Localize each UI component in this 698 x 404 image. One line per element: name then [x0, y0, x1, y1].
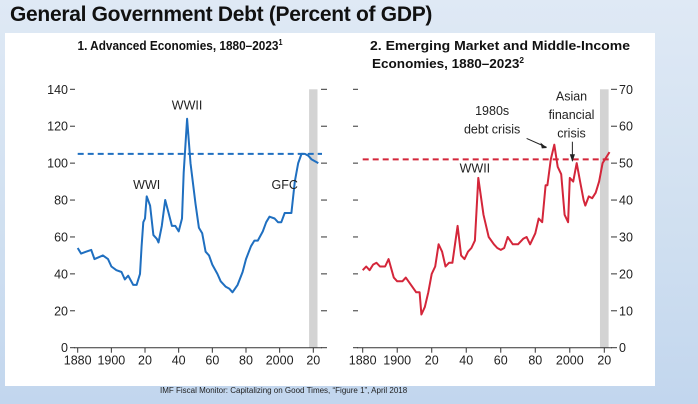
x-tick-label: 2000	[266, 354, 294, 368]
annotation-label: 1980s	[475, 104, 509, 118]
annotation-label: GFC	[271, 178, 297, 192]
chart2-title-line2: Economies, 1880–2023 2	[372, 56, 525, 71]
x-tick-label: 20	[306, 354, 320, 368]
y-tick-label: 120	[47, 120, 68, 134]
arrowhead	[569, 154, 575, 163]
chart-advanced-economies: 1880 1900 20 40 60 80 2000 20 0 20 40 60 80 100 120 140…	[47, 83, 327, 368]
chart-panel	[5, 33, 655, 386]
x-tick-label: 80	[528, 354, 542, 368]
annotation-label: debt crisis	[464, 123, 520, 137]
y-tick-label: 60	[54, 230, 68, 244]
chart1-footnote: 1	[278, 38, 283, 47]
x-tick-label: 20	[597, 354, 611, 368]
annotation-label: financial	[549, 108, 595, 122]
x-tick-label: 1900	[97, 354, 125, 368]
y-tick-label: 140	[47, 83, 68, 97]
y-tick-label: 10	[619, 304, 633, 318]
y-tick-label: 70	[619, 83, 633, 97]
x-tick-label: 20	[138, 354, 152, 368]
chart2-footnote: 2	[519, 56, 524, 65]
y-tick-label: 20	[619, 267, 633, 281]
annotation-label: WWII	[172, 99, 203, 113]
y-tick-label: 0	[619, 341, 626, 355]
annotation-label: WWII	[460, 161, 491, 175]
y-tick-label: 60	[619, 120, 633, 134]
y-tick-label: 80	[54, 194, 68, 208]
x-tick-label: 60	[494, 354, 508, 368]
annotation-label: Asian	[556, 89, 587, 103]
projection-band	[599, 89, 609, 348]
y-tick-label: 100	[47, 157, 68, 171]
source-footer: IMF Fiscal Monitor: Capitalizing on Good…	[160, 386, 408, 395]
x-tick-label: 2000	[556, 354, 584, 368]
y-tick-label: 50	[619, 157, 633, 171]
x-tick-label: 60	[205, 354, 219, 368]
arrowhead	[540, 142, 548, 149]
page-title: General Government Debt (Percent of GDP)	[10, 3, 433, 26]
series-line	[76, 117, 319, 294]
y-tick-label: 40	[54, 267, 68, 281]
chart2-title-line1: 2. Emerging Market and Middle-Income	[370, 38, 630, 53]
x-tick-label: 20	[425, 354, 439, 368]
y-tick-label: 30	[619, 230, 633, 244]
x-tick-label: 80	[239, 354, 253, 368]
chart1-title: 1. Advanced Economies, 1880–20231	[78, 38, 283, 53]
x-tick-label: 40	[172, 354, 186, 368]
projection-band	[309, 89, 318, 348]
x-tick-label: 1880	[349, 354, 377, 368]
series-line	[361, 143, 611, 316]
y-tick-label: 40	[619, 194, 633, 208]
annotation-label: crisis	[557, 126, 585, 140]
chart-emerging-economies: 1880 1900 20 40 60 80 2000 20 0 10 20 30 40 50 60 70 198…	[349, 83, 633, 368]
y-tick-label: 0	[61, 341, 68, 355]
x-tick-label: 40	[459, 354, 473, 368]
annotation-label: WWI	[133, 178, 160, 192]
x-tick-label: 1880	[64, 354, 92, 368]
y-tick-label: 20	[54, 304, 68, 318]
x-tick-label: 1900	[383, 354, 411, 368]
